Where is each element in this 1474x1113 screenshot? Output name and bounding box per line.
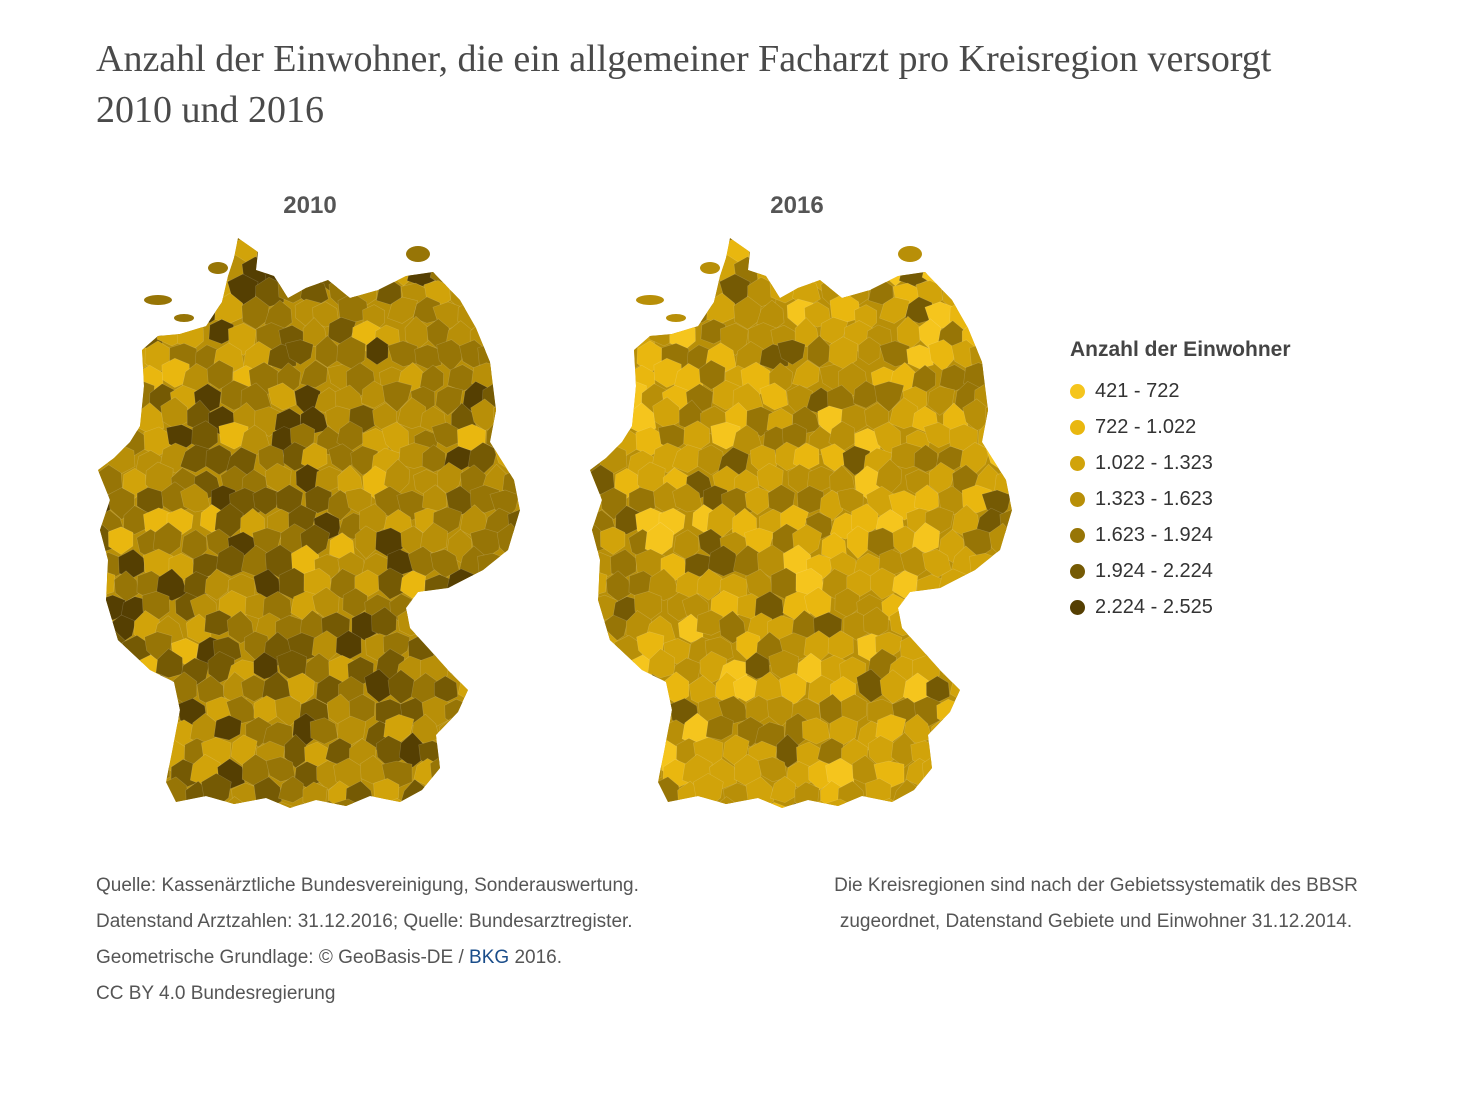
map-germany-2010: [98, 238, 520, 808]
legend-item-label: 722 - 1.022: [1095, 415, 1197, 438]
legend-item: 421 - 722: [1070, 373, 1370, 409]
source-text: 2016.: [509, 947, 562, 968]
legend-item: 1.323 - 1.623: [1070, 481, 1370, 517]
map-label-2010: 2010: [283, 192, 337, 219]
source-line: Datenstand Arztzahlen: 31.12.2016; Quell…: [96, 911, 633, 932]
legend-dot-icon: [1070, 383, 1085, 399]
source-line: Geometrische Grundlage: © GeoBasis-DE / …: [96, 940, 756, 976]
region-note: Die Kreisregionen sind nach der Gebietss…: [786, 868, 1406, 940]
legend-title: Anzahl der Einwohner: [1070, 338, 1291, 361]
legend-dot-icon: [1070, 419, 1085, 435]
source-note: Quelle: Kassenärztliche Bundesvereinigun…: [96, 868, 756, 1012]
legend-dot-icon: [1070, 491, 1085, 507]
legend-item: 1.924 - 2.224: [1070, 553, 1370, 589]
map-label-2016: 2016: [770, 192, 824, 219]
region-note-line: zugeordnet, Datenstand Gebiete und Einwo…: [839, 911, 1353, 932]
map-germany-2016: [590, 238, 1012, 808]
legend-item-label: 421 - 722: [1095, 379, 1180, 402]
legend-item-label: 1.323 - 1.623: [1095, 487, 1213, 510]
legend-item: 1.022 - 1.323: [1070, 445, 1370, 481]
legend-item-label: 2.224 - 2.525: [1095, 595, 1213, 618]
legend-item: 1.623 - 1.924: [1070, 517, 1370, 553]
legend-item: 2.224 - 2.525: [1070, 589, 1370, 625]
legend-dot-icon: [1070, 563, 1085, 579]
legend: Anzahl der Einwohner 421 - 722 722 - 1.0…: [1070, 338, 1370, 625]
legend-item: 722 - 1.022: [1070, 409, 1370, 445]
source-line: Quelle: Kassenärztliche Bundesvereinigun…: [96, 875, 639, 896]
legend-item-label: 1.924 - 2.224: [1095, 559, 1213, 582]
license-line: CC BY 4.0 Bundesregierung: [96, 983, 336, 1004]
legend-item-label: 1.022 - 1.323: [1095, 451, 1213, 474]
bkg-link[interactable]: BKG: [469, 947, 510, 968]
page-title: Anzahl der Einwohner, die ein allgemeine…: [96, 38, 1272, 131]
legend-dot-icon: [1070, 599, 1085, 615]
legend-item-label: 1.623 - 1.924: [1095, 523, 1213, 546]
source-text: Geometrische Grundlage: © GeoBasis-DE /: [96, 947, 470, 968]
legend-dot-icon: [1070, 527, 1085, 543]
region-note-line: Die Kreisregionen sind nach der Gebietss…: [834, 875, 1358, 896]
legend-dot-icon: [1070, 455, 1085, 471]
